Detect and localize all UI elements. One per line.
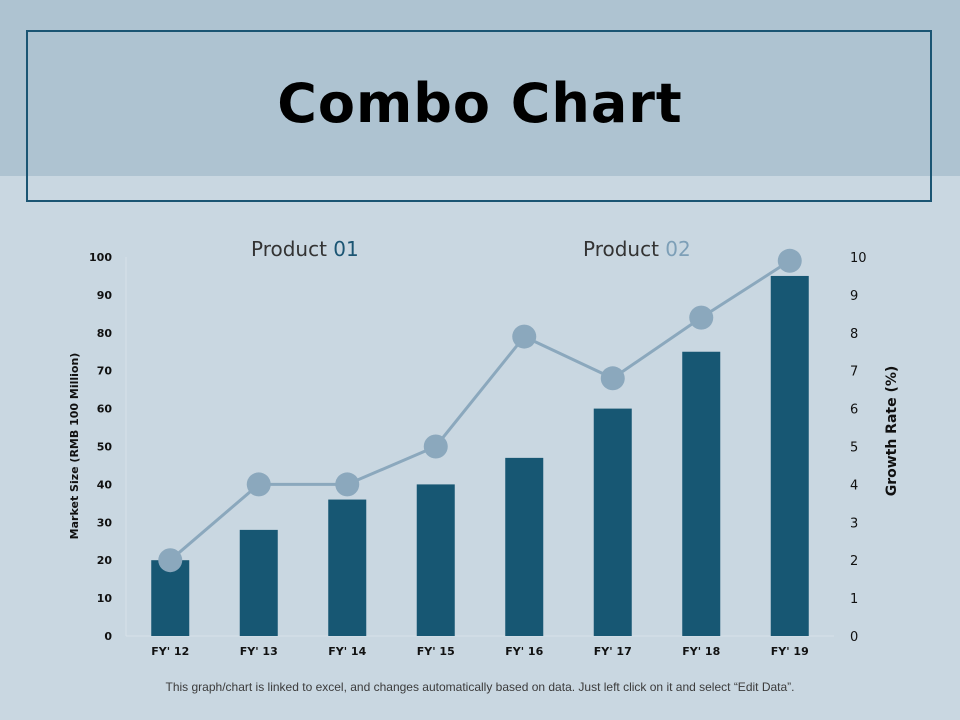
legend-product-01-prefix: Product — [251, 237, 333, 261]
title-band — [0, 0, 960, 176]
y-tick-label: 40 — [97, 478, 113, 491]
line-point-7 — [689, 305, 714, 330]
y-tick-label: 20 — [97, 554, 113, 567]
line-point-2 — [246, 472, 271, 497]
y2-tick-label: 6 — [850, 403, 858, 418]
legend-product-02: Product 02 — [583, 237, 691, 261]
x-tick-label: FY' 15 — [417, 645, 455, 658]
line-point-1 — [158, 548, 183, 573]
line-point-8 — [777, 248, 802, 273]
x-tick-label: FY' 14 — [328, 645, 366, 658]
y-tick-label: 30 — [97, 516, 113, 529]
x-tick-label: FY' 13 — [240, 645, 278, 658]
bar-1 — [151, 560, 190, 636]
x-tick-label: FY' 17 — [594, 645, 632, 658]
legend-product-01: Product 01 — [251, 237, 359, 261]
footer-note: This graph/chart is linked to excel, and… — [165, 680, 795, 694]
y-tick-label: 100 — [89, 251, 112, 264]
y2-tick-label: 2 — [850, 554, 858, 569]
bar-4 — [416, 484, 455, 636]
bar-5 — [505, 457, 544, 636]
x-tick-label: FY' 18 — [682, 645, 720, 658]
x-axis-ticks: FY' 12 FY' 13 FY' 14 FY' 15 FY' 16 FY' 17 FY' … — [151, 645, 808, 658]
y-tick-label: 80 — [97, 327, 113, 340]
y-axis-label: Market Size (RMB 100 Million) — [68, 353, 81, 540]
page-title: Combo Chart — [277, 72, 683, 135]
legend-product-01-number: 01 — [333, 237, 358, 261]
y-tick-label: 0 — [104, 630, 112, 643]
y2-tick-label: 0 — [850, 630, 858, 645]
y2-tick-label: 8 — [850, 327, 858, 342]
y2-axis-label: Growth Rate (%) — [884, 366, 900, 497]
chart-axes — [125, 257, 834, 637]
y2-tick-label: 9 — [850, 289, 858, 304]
y-tick-label: 10 — [97, 592, 113, 605]
x-tick-label: FY' 16 — [505, 645, 543, 658]
y-tick-label: 70 — [97, 365, 113, 378]
y2-tick-label: 3 — [850, 516, 858, 531]
y2-tick-label: 10 — [850, 251, 867, 266]
legend-product-02-prefix: Product — [583, 237, 665, 261]
x-tick-label: FY' 19 — [771, 645, 809, 658]
x-tick-label: FY' 12 — [151, 645, 189, 658]
y-tick-label: 60 — [97, 403, 113, 416]
line-path — [169, 259, 791, 562]
y2-tick-label: 4 — [850, 478, 858, 493]
bar-8 — [770, 275, 809, 636]
right-axis-ticks: 0 1 2 3 4 5 6 7 8 9 10 — [850, 251, 867, 645]
left-axis-ticks: 0 10 20 30 40 50 60 70 80 90 100 — [89, 251, 112, 643]
bar-2 — [239, 529, 278, 636]
title-frame — [26, 30, 932, 202]
line-point-3 — [335, 472, 360, 497]
bar-3 — [328, 499, 367, 636]
y2-tick-label: 1 — [850, 592, 858, 607]
line-point-5 — [512, 324, 537, 349]
y2-tick-label: 5 — [850, 441, 858, 456]
y-tick-label: 90 — [97, 289, 113, 302]
line-series — [158, 248, 802, 573]
line-point-6 — [600, 366, 625, 391]
y-tick-label: 50 — [97, 441, 113, 454]
y2-tick-label: 7 — [850, 365, 858, 380]
bar-7 — [682, 351, 721, 636]
line-point-4 — [423, 434, 448, 459]
bar-series — [151, 275, 809, 636]
legend-product-02-number: 02 — [665, 237, 690, 261]
bar-6 — [593, 408, 632, 636]
